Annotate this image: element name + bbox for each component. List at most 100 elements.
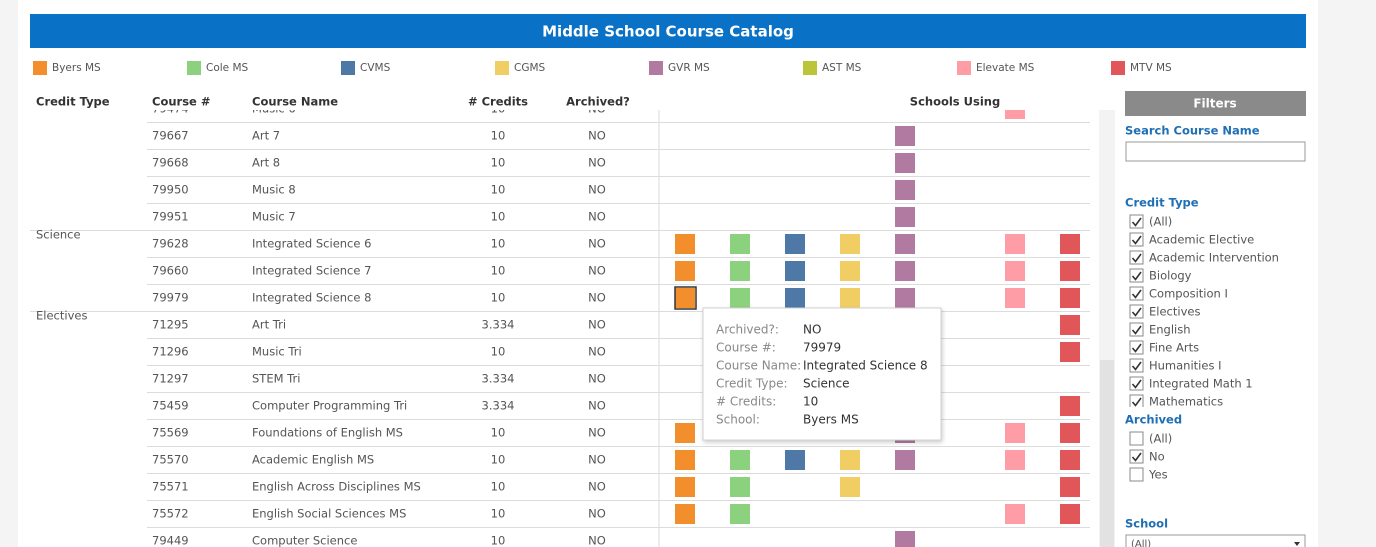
legend-swatch bbox=[33, 61, 47, 75]
school-mark[interactable] bbox=[1060, 450, 1080, 470]
course-name-cell: Computer Programming Tri bbox=[252, 399, 407, 413]
school-mark[interactable] bbox=[1060, 504, 1080, 524]
school-mark[interactable] bbox=[675, 504, 695, 524]
checkbox[interactable] bbox=[1129, 232, 1144, 247]
checkbox[interactable] bbox=[1129, 394, 1144, 408]
school-mark[interactable] bbox=[730, 504, 750, 524]
school-mark[interactable] bbox=[1060, 288, 1080, 308]
filters-title: Filters bbox=[1193, 97, 1236, 111]
course-number-cell: 75569 bbox=[152, 426, 189, 440]
school-mark[interactable] bbox=[1005, 288, 1025, 308]
school-mark[interactable] bbox=[840, 477, 860, 497]
search-input[interactable] bbox=[1125, 141, 1306, 162]
checkbox-label: English bbox=[1149, 323, 1191, 337]
school-mark[interactable] bbox=[785, 234, 805, 254]
archived-cell: NO bbox=[588, 399, 606, 413]
checkbox[interactable] bbox=[1129, 322, 1144, 337]
course-number-cell: 79667 bbox=[152, 129, 189, 143]
checkbox[interactable] bbox=[1129, 304, 1144, 319]
checkbox[interactable] bbox=[1129, 340, 1144, 355]
school-mark[interactable] bbox=[730, 477, 750, 497]
course-name-cell: Music Tri bbox=[252, 345, 302, 359]
tooltip-value: Byers MS bbox=[803, 413, 859, 427]
checkmark bbox=[1131, 307, 1142, 317]
legend-label: Cole MS bbox=[206, 62, 249, 74]
school-mark[interactable] bbox=[895, 450, 915, 470]
school-dropdown[interactable] bbox=[1125, 534, 1306, 547]
school-mark[interactable] bbox=[840, 234, 860, 254]
archived-cell: NO bbox=[588, 156, 606, 170]
school-mark[interactable] bbox=[895, 531, 915, 547]
checkbox[interactable] bbox=[1129, 449, 1144, 464]
tooltip-value: Integrated Science 8 bbox=[803, 359, 928, 373]
column-header: Credit Type bbox=[36, 95, 110, 109]
school-mark[interactable] bbox=[840, 450, 860, 470]
school-mark[interactable] bbox=[1060, 261, 1080, 281]
checkbox-label: (All) bbox=[1149, 432, 1172, 446]
course-number-cell: 79979 bbox=[152, 291, 189, 305]
archived-cell: NO bbox=[588, 237, 606, 251]
school-mark[interactable] bbox=[895, 180, 915, 200]
school-mark[interactable] bbox=[785, 288, 805, 308]
school-mark[interactable] bbox=[840, 288, 860, 308]
checkbox[interactable] bbox=[1129, 214, 1144, 229]
school-mark[interactable] bbox=[730, 288, 750, 308]
school-mark[interactable] bbox=[895, 234, 915, 254]
checkbox[interactable] bbox=[1129, 286, 1144, 301]
checkbox[interactable] bbox=[1129, 268, 1144, 283]
archived-cell: NO bbox=[588, 291, 606, 305]
legend-swatch bbox=[957, 61, 971, 75]
school-mark[interactable] bbox=[840, 261, 860, 281]
course-number-cell: 79449 bbox=[152, 534, 189, 547]
school-mark[interactable] bbox=[785, 261, 805, 281]
checkbox[interactable] bbox=[1129, 467, 1144, 482]
school-mark[interactable] bbox=[1005, 450, 1025, 470]
checkbox[interactable] bbox=[1129, 431, 1144, 446]
school-mark[interactable] bbox=[675, 288, 695, 308]
checkbox-label: Mathematics bbox=[1149, 395, 1223, 409]
checkbox[interactable] bbox=[1129, 250, 1144, 265]
school-mark[interactable] bbox=[785, 450, 805, 470]
archived-cell: NO bbox=[588, 210, 606, 224]
school-mark[interactable] bbox=[1005, 234, 1025, 254]
course-number-cell: 79668 bbox=[152, 156, 189, 170]
archived-cell: NO bbox=[588, 426, 606, 440]
school-mark[interactable] bbox=[1060, 342, 1080, 362]
school-mark[interactable] bbox=[1060, 477, 1080, 497]
school-mark[interactable] bbox=[895, 126, 915, 146]
scrollbar-thumb[interactable] bbox=[1100, 360, 1114, 547]
school-mark[interactable] bbox=[730, 234, 750, 254]
school-mark[interactable] bbox=[1060, 423, 1080, 443]
checkbox[interactable] bbox=[1129, 376, 1144, 391]
school-mark[interactable] bbox=[675, 477, 695, 497]
school-mark[interactable] bbox=[730, 261, 750, 281]
school-mark[interactable] bbox=[1060, 315, 1080, 335]
school-mark[interactable] bbox=[1060, 396, 1080, 416]
checkbox[interactable] bbox=[1129, 358, 1144, 373]
archived-cell: NO bbox=[588, 264, 606, 278]
school-mark[interactable] bbox=[1005, 423, 1025, 443]
school-mark[interactable] bbox=[675, 423, 695, 443]
school-mark[interactable] bbox=[1005, 504, 1025, 524]
school-mark[interactable] bbox=[895, 207, 915, 227]
legend-swatch bbox=[803, 61, 817, 75]
school-mark[interactable] bbox=[1060, 234, 1080, 254]
school-mark[interactable] bbox=[895, 288, 915, 308]
filters-header bbox=[1125, 91, 1306, 116]
school-mark[interactable] bbox=[730, 450, 750, 470]
school-mark[interactable] bbox=[895, 261, 915, 281]
archived-cell: NO bbox=[588, 318, 606, 332]
checkbox-label: Academic Elective bbox=[1149, 233, 1254, 247]
school-mark[interactable] bbox=[895, 153, 915, 173]
school-mark[interactable] bbox=[1005, 99, 1025, 119]
legend-swatch bbox=[187, 61, 201, 75]
school-mark[interactable] bbox=[1005, 261, 1025, 281]
school-mark[interactable] bbox=[675, 450, 695, 470]
table-header: Credit Type Course # Course Name # Credits A… bbox=[36, 95, 1000, 109]
column-header: Archived? bbox=[566, 95, 630, 109]
school-mark[interactable] bbox=[675, 261, 695, 281]
course-name-cell: English Social Sciences MS bbox=[252, 507, 406, 521]
school-mark[interactable] bbox=[675, 234, 695, 254]
credits-cell: 10 bbox=[491, 210, 506, 224]
dropdown-arrow bbox=[1294, 542, 1300, 546]
